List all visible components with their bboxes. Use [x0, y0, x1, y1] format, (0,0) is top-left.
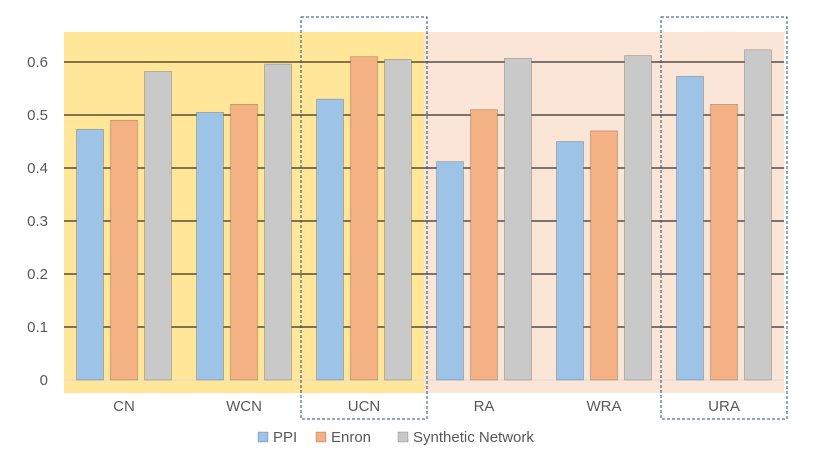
y-tick-label: 0.2 [27, 266, 48, 283]
x-tick-label: WCN [226, 398, 262, 415]
legend: PPI Enron Synthetic Network [257, 429, 534, 446]
highlight-box-ura [660, 16, 788, 420]
legend-label: PPI [273, 429, 297, 446]
y-tick-label: 0.3 [27, 213, 48, 230]
bar-wra-enron [590, 130, 618, 381]
bar-wcn-ppi [196, 111, 224, 381]
y-tick-label: 0.5 [27, 107, 48, 124]
y-tick-label: 0.1 [27, 319, 48, 336]
bar-cn-synthetic-network [144, 71, 172, 381]
y-tick-label: 0.6 [27, 54, 48, 71]
legend-label: Enron [331, 429, 371, 446]
y-tick-label: 0 [40, 372, 48, 389]
bar-ucn-ppi [316, 98, 344, 381]
bars [76, 49, 772, 381]
x-tick-label: CN [113, 398, 135, 415]
x-axis-ticks: CN WCN UCN RA WRA URA [113, 398, 740, 415]
bar-ra-synthetic-network [504, 57, 532, 381]
highlight-box-ucn [300, 16, 428, 420]
bar-ra-enron [470, 109, 498, 381]
x-tick-label: WRA [587, 398, 622, 415]
legend-swatch [257, 431, 269, 443]
highlight-boxes [300, 16, 788, 420]
bar-ra-ppi [436, 161, 464, 381]
y-axis-ticks: 0 0.1 0.2 0.3 0.4 0.5 0.6 [27, 54, 48, 389]
bar-wra-ppi [556, 141, 584, 381]
bar-cn-enron [110, 119, 138, 381]
x-tick-label: URA [708, 398, 740, 415]
bar-wra-synthetic-network [624, 55, 652, 381]
bar-wcn-enron [230, 104, 258, 381]
bar-ura-enron [710, 104, 738, 381]
background-bands [64, 32, 784, 393]
x-tick-label: UCN [348, 398, 381, 415]
bar-ura-ppi [676, 75, 704, 381]
bar-wcn-synthetic-network [264, 63, 292, 381]
y-tick-label: 0.4 [27, 160, 48, 177]
gridlines [64, 61, 784, 381]
bar-ucn-synthetic-network [384, 58, 412, 381]
bar-cn-ppi [76, 128, 104, 381]
legend-label: Synthetic Network [413, 429, 534, 446]
legend-swatch [397, 431, 409, 443]
bar-ura-synthetic-network [744, 49, 772, 381]
bar-ucn-enron [350, 56, 378, 381]
x-tick-label: RA [474, 398, 495, 415]
legend-swatch [315, 431, 327, 443]
